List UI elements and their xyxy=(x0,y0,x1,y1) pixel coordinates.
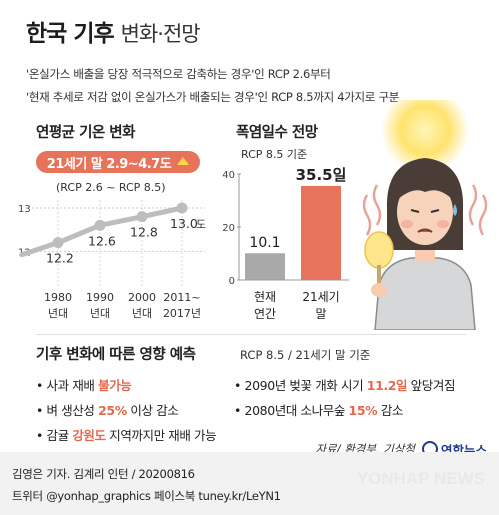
x-tick-label: 2011~ xyxy=(163,291,200,304)
x-tick-label: 1980 xyxy=(44,291,72,304)
divider xyxy=(36,334,466,335)
x-tick-label: 2000 xyxy=(128,291,156,304)
heat-chart-subtitle: RCP 8.5 기준 xyxy=(241,148,308,161)
yonhap-news-watermark: YONHAP NEWS xyxy=(356,469,485,488)
title-main: 한국 기후 xyxy=(26,21,115,47)
badge-value: 2.9~4.7도 xyxy=(106,156,172,172)
data-label: 10.1 xyxy=(249,235,280,251)
data-point xyxy=(94,219,106,231)
x-tick-label: 2017년 xyxy=(163,307,201,320)
bar xyxy=(245,253,285,280)
impact-title: 기후 변화에 따른 영향 예측 xyxy=(36,347,196,363)
data-label: 12.6 xyxy=(88,233,116,248)
credits-band xyxy=(0,452,499,515)
x-tick-label: 연간 xyxy=(254,307,276,321)
x-tick-label: 1990 xyxy=(86,291,114,304)
fan-icon xyxy=(364,231,394,269)
page-title: 한국 기후 변화·전망 xyxy=(26,14,201,48)
data-label: 13.0 xyxy=(170,216,198,231)
impact-basis: RCP 8.5 / 21세기 말 기준 xyxy=(240,348,371,362)
impact-item: • 사과 재배 불가능 xyxy=(36,378,132,393)
impact-item: • 2090년 벚꽃 개화 시기 11.2일 앞당겨짐 xyxy=(234,378,456,393)
y-tick-label: 40 xyxy=(222,170,235,181)
credit-line-1: 김영은 기자. 김계리 인턴 / 20200816 xyxy=(12,467,195,481)
temp-badge: 21세기 말 2.9~4.7도 xyxy=(36,151,200,173)
badge-prefix: 21세기 말 xyxy=(46,156,103,172)
credit-line-2: 트위터 @yonhap_graphics 페이스북 tuney.kr/LeYN1 xyxy=(12,489,281,503)
subtitle-line-2: '현재 추세로 저감 없이 온실가스가 배출되는 경우'인 RCP 8.5까지 … xyxy=(26,90,400,104)
x-tick-label: 년대 xyxy=(132,307,152,320)
x-tick-label: 21세기 xyxy=(302,290,339,304)
bar xyxy=(301,185,341,280)
temp-line-chart: 121312.212.612.813.0도1980년대1990년대2000년대2… xyxy=(18,200,206,320)
y-tick-label: 13 xyxy=(18,204,31,215)
heat-chart-title: 폭염일수 전망 xyxy=(236,125,318,141)
person-heat-illustration xyxy=(362,100,488,330)
data-label: 12.8 xyxy=(130,225,158,240)
x-tick-label: 년대 xyxy=(48,307,68,320)
y-tick-label: 20 xyxy=(222,223,235,234)
sun-icon xyxy=(381,100,469,174)
subtitle-line-1: '온실가스 배출을 당장 적극적으로 감축하는 경우'인 RCP 2.6부터 xyxy=(26,67,331,81)
data-point xyxy=(176,202,188,214)
impact-item: • 감귤 강원도 지역까지만 재배 가능 xyxy=(36,428,217,443)
data-label: 12.2 xyxy=(46,251,74,266)
up-arrow-icon xyxy=(177,157,190,165)
x-tick-label: 현재 xyxy=(254,290,276,304)
data-label: 35.5일 xyxy=(296,166,347,184)
title-sub: 변화·전망 xyxy=(120,22,201,46)
y-tick-label: 0 xyxy=(229,276,235,287)
impact-item: • 벼 생산성 25% 이상 감소 xyxy=(36,403,179,418)
impact-item: • 2080년대 소나무숲 15% 감소 xyxy=(234,403,404,418)
unit-label: 도 xyxy=(196,218,206,231)
x-tick-label: 말 xyxy=(315,307,326,321)
badge-note: (RCP 2.6 ~ RCP 8.5) xyxy=(56,181,166,194)
x-tick-label: 년대 xyxy=(90,307,110,320)
data-point xyxy=(52,237,64,249)
temp-chart-title: 연평균 기온 변화 xyxy=(36,125,135,141)
data-point xyxy=(136,211,148,223)
